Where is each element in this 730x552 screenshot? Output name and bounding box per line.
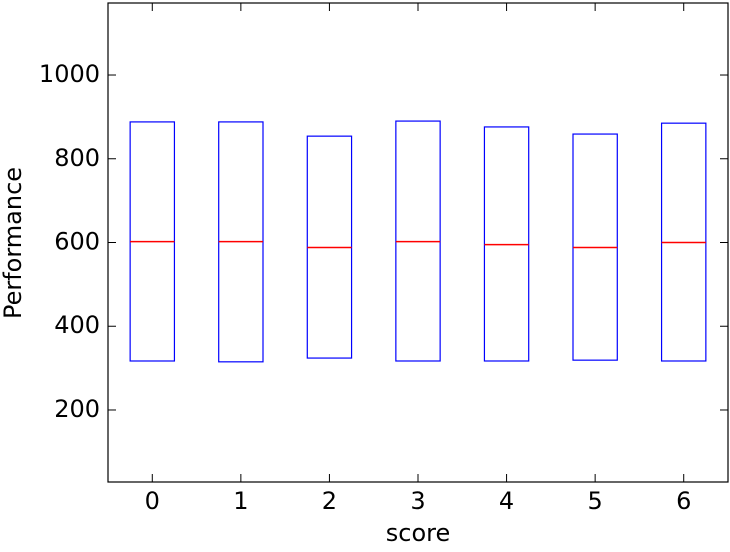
y-tick-label: 400 [54,311,100,339]
y-axis-label: Performance [0,167,27,319]
x-tick-label: 4 [499,487,514,515]
plot-frame [107,2,729,483]
x-tick-label: 1 [233,487,248,515]
y-tick-label: 800 [54,144,100,172]
x-tick-label: 2 [322,487,337,515]
y-tick-label: 200 [54,395,100,423]
x-axis-label: score [386,519,451,547]
y-tick-label: 600 [54,228,100,256]
y-tick-label: 1000 [39,60,100,88]
x-tick-label: 5 [588,487,603,515]
x-tick-label: 6 [676,487,691,515]
x-tick-label: 0 [145,487,160,515]
x-tick-label: 3 [410,487,425,515]
